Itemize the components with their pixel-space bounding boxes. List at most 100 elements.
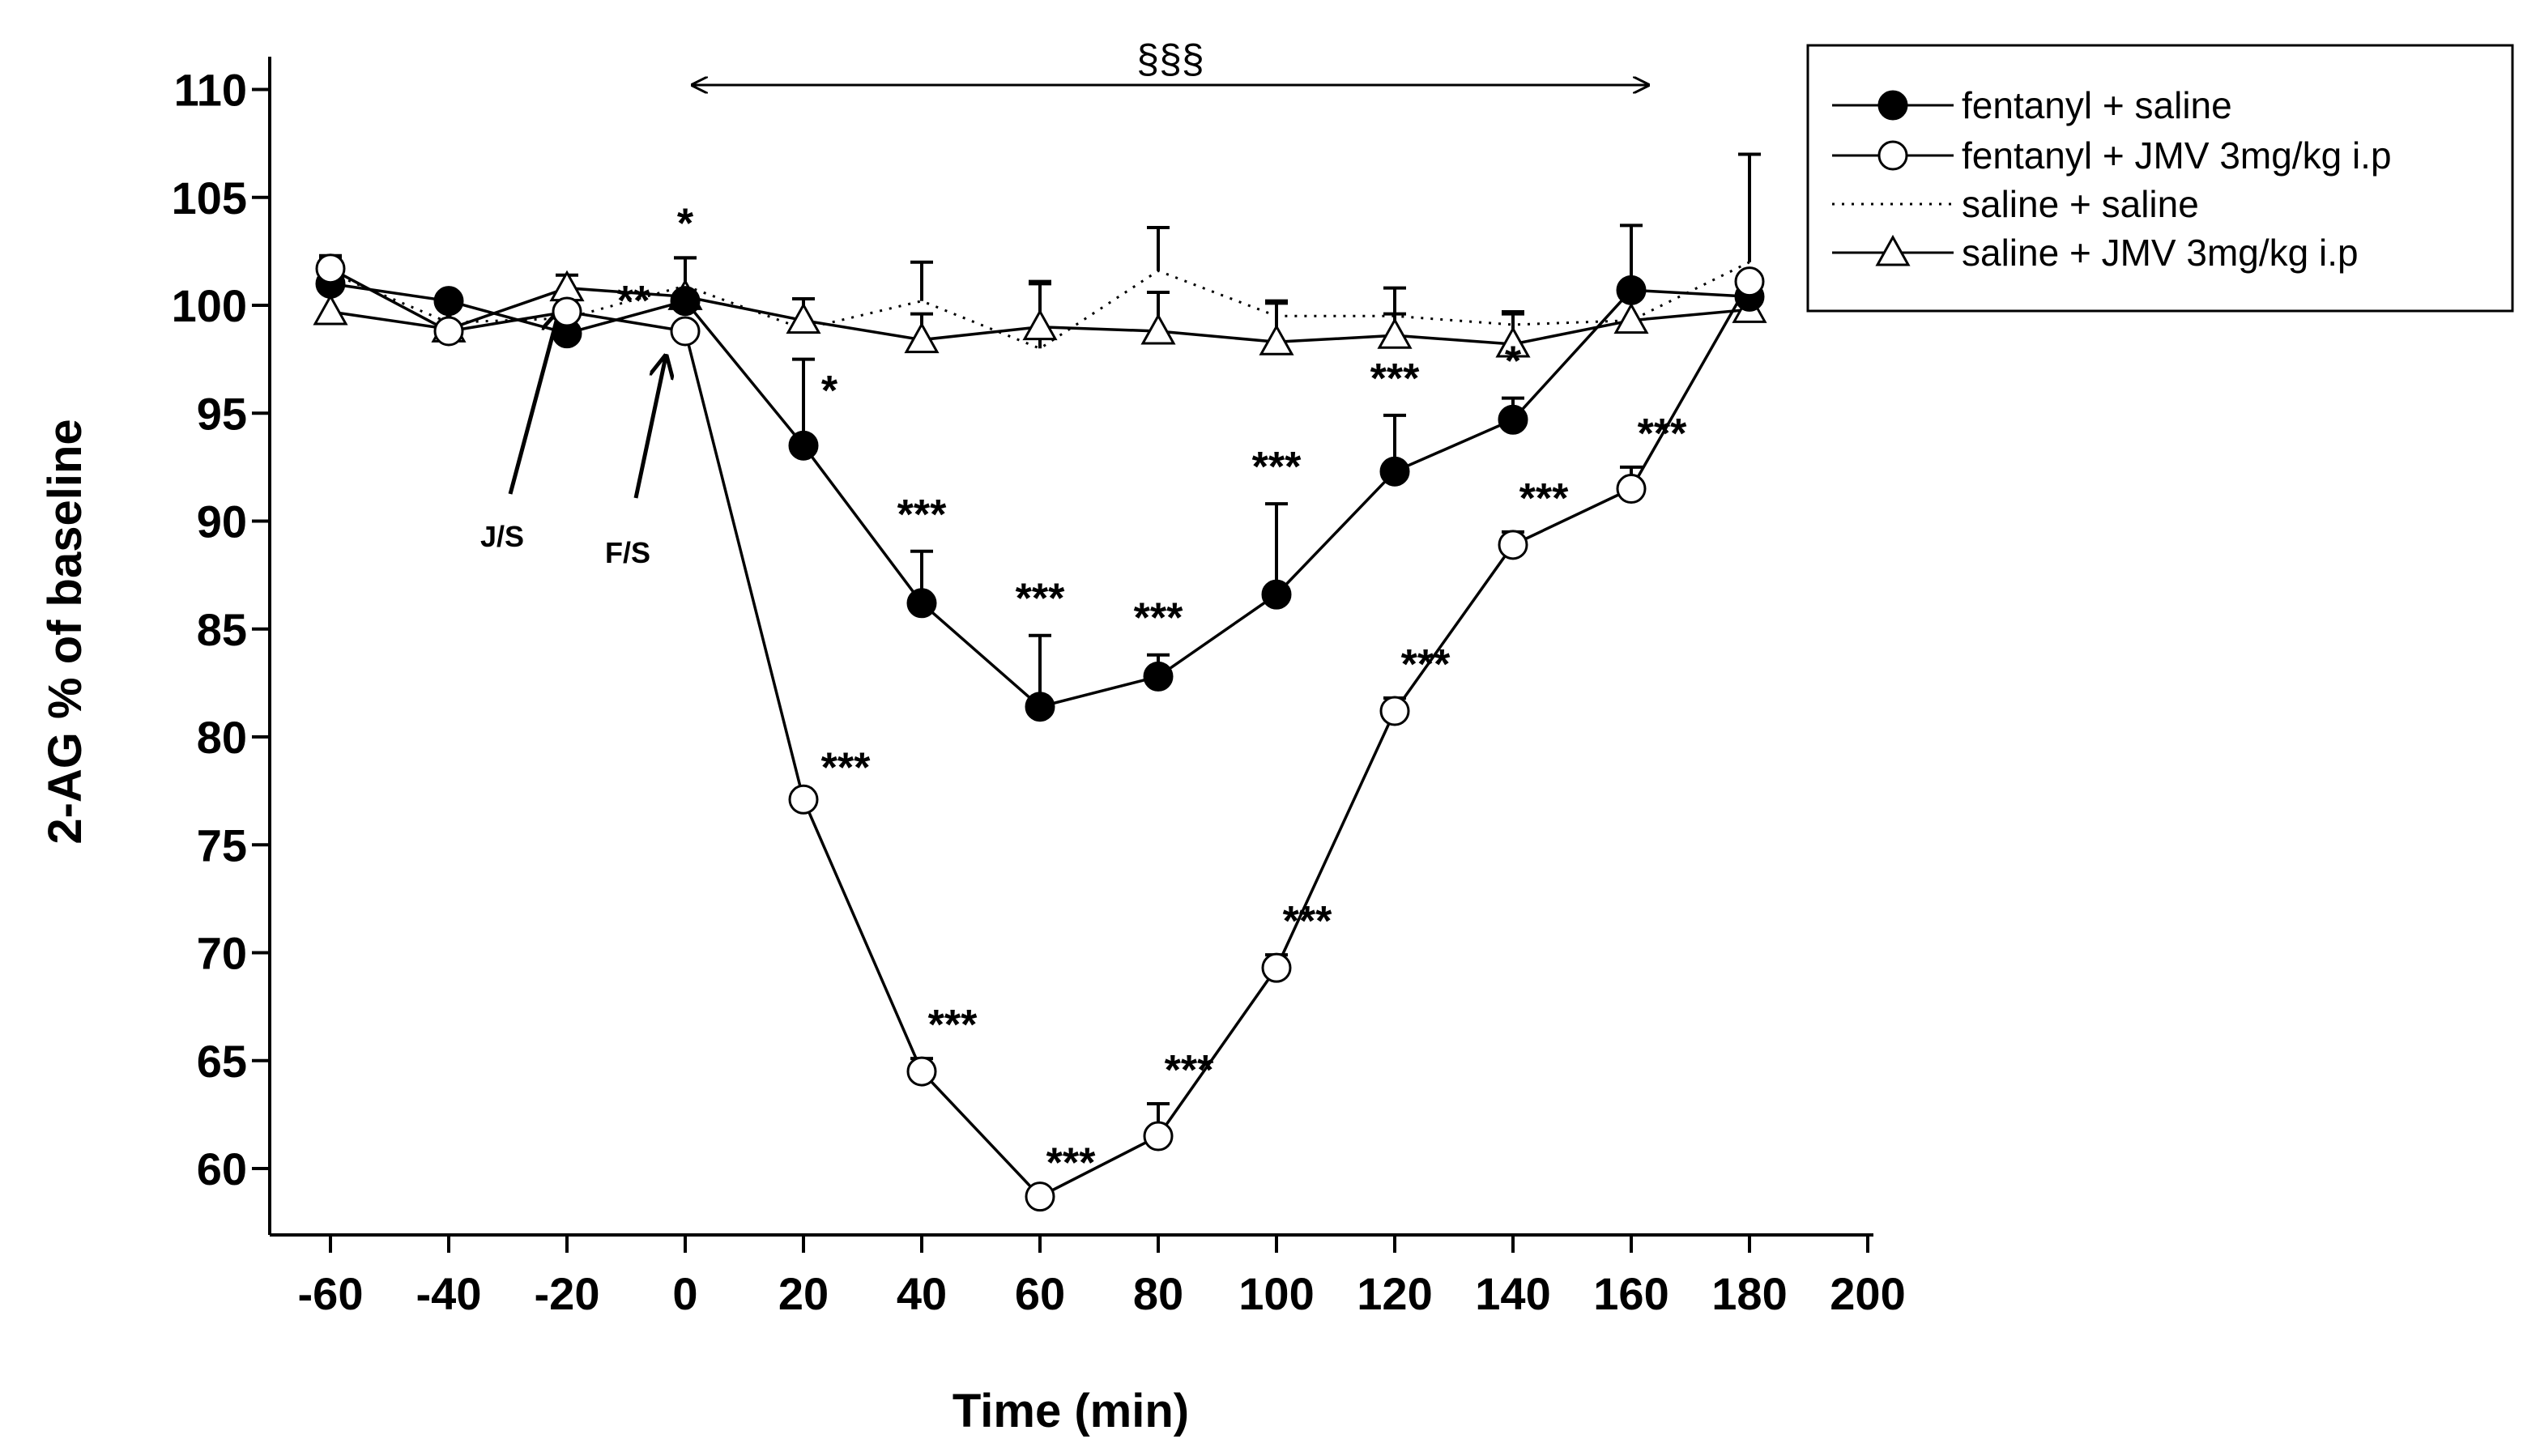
significance-label: *** xyxy=(1519,475,1569,522)
legend-item: saline + saline xyxy=(1832,183,2199,225)
fs-label: F/S xyxy=(605,536,650,569)
x-tick-label: 20 xyxy=(778,1268,829,1319)
marker-open-circle xyxy=(1025,1181,1055,1212)
y-axis-title: 2-AG % of baseline xyxy=(39,419,92,844)
significance-labels: ******** ********* ***********************… xyxy=(617,201,1687,1187)
marker-open-triangle xyxy=(549,270,585,302)
marker-open-triangle xyxy=(904,321,940,354)
js-arrow xyxy=(508,312,559,495)
x-tick-label: 120 xyxy=(1357,1268,1432,1319)
significance-label: *** xyxy=(821,744,871,791)
legend-label: saline + saline xyxy=(1962,183,2199,225)
x-ticks: -60 -40 -20 0 20 40 60 80 100 120 140 160 180 200 xyxy=(298,1235,1906,1319)
marker-open-circle xyxy=(552,296,582,327)
x-tick-label: 140 xyxy=(1475,1268,1550,1319)
y-tick-label: 95 xyxy=(197,388,247,439)
x-tick-label: -40 xyxy=(416,1268,482,1319)
legend-item: saline + JMV 3mg/kg i.p xyxy=(1832,232,2359,274)
marker-open-triangle xyxy=(1377,317,1413,349)
significance-label: * xyxy=(1505,338,1522,385)
significance-label: *** xyxy=(1370,355,1420,402)
marker-filled-circle xyxy=(433,286,464,317)
significance-label: *** xyxy=(1638,411,1687,458)
x-tick-label: -60 xyxy=(298,1268,364,1319)
x-tick-label: -20 xyxy=(535,1268,600,1319)
x-axis-title: Time (min) xyxy=(953,1385,1189,1437)
significance-label: *** xyxy=(1283,898,1332,945)
marker-open-triangle xyxy=(1613,302,1649,334)
x-tick-label: 0 xyxy=(672,1268,697,1319)
marker-open-circle xyxy=(1143,1121,1174,1152)
marker-filled-circle xyxy=(670,286,701,317)
y-tick-label: 65 xyxy=(197,1036,247,1087)
legend-label: fentanyl + JMV 3mg/kg i.p xyxy=(1962,134,2392,177)
error-bars xyxy=(319,152,1761,1137)
y-tick-label: 75 xyxy=(197,820,247,871)
marker-filled-circle xyxy=(1616,275,1647,305)
axes xyxy=(268,57,1873,1237)
marker-open-circle xyxy=(906,1056,937,1087)
x-tick-label: 100 xyxy=(1238,1268,1314,1319)
y-tick-label: 105 xyxy=(172,172,247,224)
marker-open-triangle xyxy=(313,293,348,326)
legend-marker xyxy=(1877,90,1908,121)
x-tick-label: 80 xyxy=(1133,1268,1183,1319)
legend: fentanyl + saline fentanyl + JMV 3mg/kg i… xyxy=(1806,44,2514,313)
y-tick-label: 90 xyxy=(197,496,247,547)
legend-item: fentanyl + JMV 3mg/kg i.p xyxy=(1832,134,2392,177)
marker-open-circle xyxy=(1498,530,1528,560)
legend-label: fentanyl + saline xyxy=(1962,84,2232,126)
significance-label: *** xyxy=(1016,576,1065,623)
marker-open-triangle xyxy=(786,302,821,334)
significance-label: *** xyxy=(897,492,947,539)
y-tick-label: 110 xyxy=(174,65,247,116)
x-tick-label: 60 xyxy=(1015,1268,1065,1319)
legend-marker xyxy=(1877,140,1908,171)
significance-label: *** xyxy=(1165,1047,1214,1094)
marker-filled-circle xyxy=(1261,579,1292,610)
x-tick-label: 200 xyxy=(1830,1268,1905,1319)
marker-filled-circle xyxy=(1379,456,1410,487)
marker-open-circle xyxy=(788,784,819,815)
legend-label: saline + JMV 3mg/kg i.p xyxy=(1962,232,2359,274)
y-tick-label: 60 xyxy=(197,1143,247,1194)
y-tick-label: 70 xyxy=(197,928,247,979)
marker-filled-circle xyxy=(1143,661,1174,692)
y-tick-label: 85 xyxy=(197,604,247,655)
marker-open-triangle xyxy=(1022,309,1058,341)
legend-box xyxy=(1806,44,2514,313)
period-arrow-label: §§§ xyxy=(1136,36,1204,82)
x-tick-label: 40 xyxy=(897,1268,947,1319)
marker-open-circle xyxy=(1379,696,1410,726)
marker-open-circle xyxy=(670,316,701,347)
significance-label: *** xyxy=(1134,595,1183,642)
significance-label: *** xyxy=(1252,444,1302,491)
x-tick-label: 160 xyxy=(1593,1268,1669,1319)
marker-filled-circle xyxy=(1025,692,1055,722)
legend-marker xyxy=(1875,234,1911,266)
marker-filled-circle xyxy=(1498,404,1528,435)
marker-open-circle xyxy=(315,253,346,284)
annotations: §§§ J/S F/S xyxy=(480,36,1648,569)
significance-label: * xyxy=(821,368,838,415)
marker-open-triangle xyxy=(1495,326,1531,358)
fs-arrow xyxy=(633,356,666,499)
marker-open-circle xyxy=(1616,474,1647,504)
y-tick-label: 100 xyxy=(172,280,247,331)
marker-open-triangle xyxy=(1140,313,1176,345)
significance-label: *** xyxy=(1401,641,1451,688)
js-label: J/S xyxy=(480,520,524,553)
series-lines xyxy=(330,261,1751,1198)
marker-filled-circle xyxy=(906,588,937,619)
y-tick-label: 80 xyxy=(197,712,247,763)
series-markers xyxy=(313,253,1767,1212)
significance-label: ** xyxy=(617,278,650,325)
x-tick-label: 180 xyxy=(1711,1268,1787,1319)
series-line-1 xyxy=(330,267,1751,1198)
marker-open-circle xyxy=(1261,952,1292,983)
marker-open-circle xyxy=(433,316,464,347)
y-ticks: 60 65 70 75 80 85 90 95 100 105 110 xyxy=(172,65,270,1194)
significance-label: * xyxy=(677,201,694,248)
legend-item: fentanyl + saline xyxy=(1832,84,2232,126)
